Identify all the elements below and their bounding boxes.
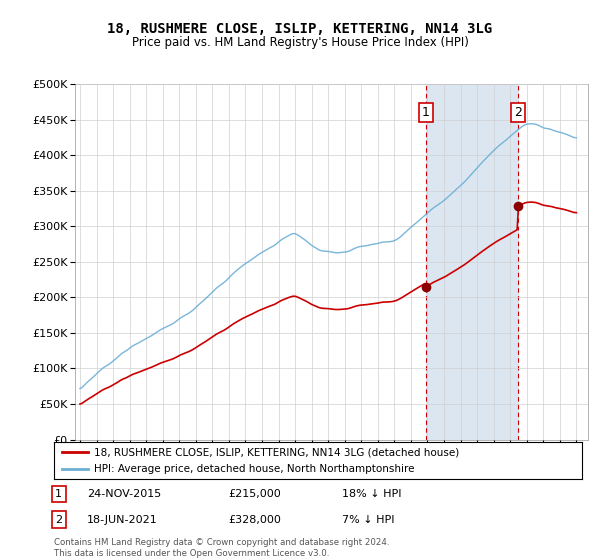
Text: 1: 1	[55, 489, 62, 499]
Text: 18, RUSHMERE CLOSE, ISLIP, KETTERING, NN14 3LG: 18, RUSHMERE CLOSE, ISLIP, KETTERING, NN…	[107, 22, 493, 36]
Text: Contains HM Land Registry data © Crown copyright and database right 2024.
This d: Contains HM Land Registry data © Crown c…	[54, 538, 389, 558]
Text: £215,000: £215,000	[228, 489, 281, 499]
Text: 24-NOV-2015: 24-NOV-2015	[87, 489, 161, 499]
Text: Price paid vs. HM Land Registry's House Price Index (HPI): Price paid vs. HM Land Registry's House …	[131, 36, 469, 49]
Text: 18% ↓ HPI: 18% ↓ HPI	[342, 489, 401, 499]
Bar	[426, 84, 518, 440]
Text: 18, RUSHMERE CLOSE, ISLIP, KETTERING, NN14 3LG (detached house): 18, RUSHMERE CLOSE, ISLIP, KETTERING, NN…	[94, 447, 459, 457]
Text: £328,000: £328,000	[228, 515, 281, 525]
Text: 2: 2	[55, 515, 62, 525]
Text: 2: 2	[514, 106, 522, 119]
Text: 18-JUN-2021: 18-JUN-2021	[87, 515, 158, 525]
Text: 1: 1	[422, 106, 430, 119]
Text: HPI: Average price, detached house, North Northamptonshire: HPI: Average price, detached house, Nort…	[94, 464, 414, 474]
Text: 7% ↓ HPI: 7% ↓ HPI	[342, 515, 395, 525]
